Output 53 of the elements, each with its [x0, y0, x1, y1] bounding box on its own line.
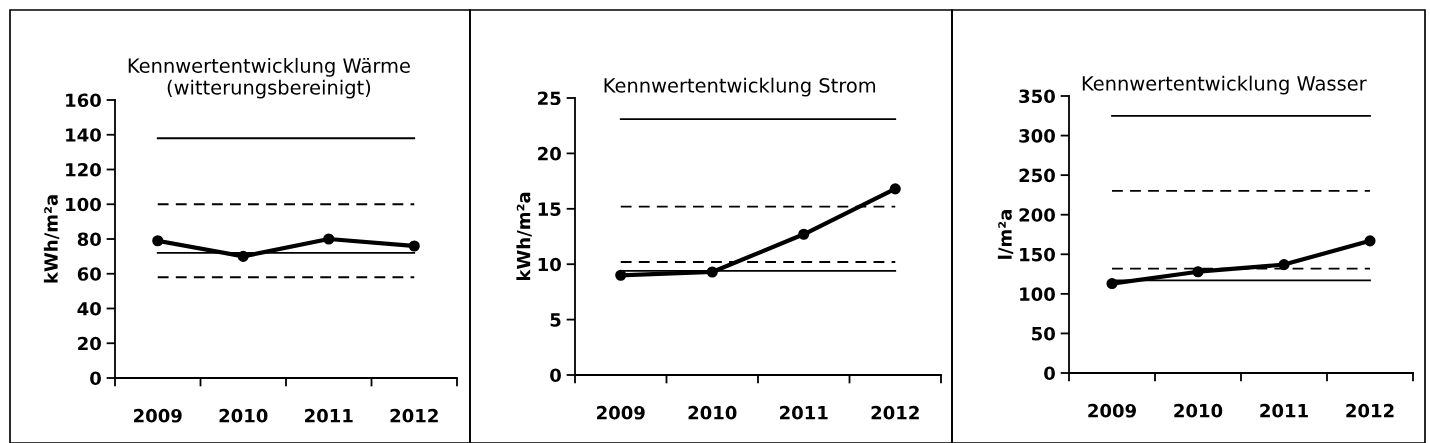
- y-tick-label: 150: [1020, 247, 1055, 262]
- x-tick-label: 2011: [305, 408, 353, 423]
- y-tick-label: 10: [538, 257, 561, 272]
- x-tick-label: 2009: [1088, 403, 1136, 418]
- y-tick-label: 250: [1019, 168, 1055, 183]
- x-tick-label: 2012: [1346, 403, 1394, 418]
- y-tick-label: 0: [1044, 366, 1055, 381]
- y-tick-label: 15: [538, 202, 561, 216]
- chart-title: Kennwertentwicklung Wasser: [1082, 75, 1367, 95]
- y-tick-label: 120: [66, 162, 101, 177]
- point: [798, 228, 810, 240]
- point: [1278, 259, 1290, 271]
- point: [323, 233, 335, 245]
- y-tick-label: 160: [66, 93, 101, 108]
- y-tick-label: 300: [1019, 129, 1055, 143]
- y-tick-label: 100: [1020, 287, 1055, 301]
- y-tick-label: 80: [77, 232, 101, 247]
- chart-title: Kennwertentwicklung Wärme (witterungsbereinigt): [128, 57, 410, 99]
- x-tick-label: 2010: [1174, 403, 1223, 418]
- x-tick-label: 2011: [1260, 403, 1308, 418]
- y-tick-label: 5: [550, 313, 561, 327]
- y-tick-label: 60: [77, 267, 101, 281]
- y-tick-label: 100: [66, 197, 101, 212]
- x-tick-label: 2012: [390, 408, 438, 423]
- point: [889, 183, 901, 195]
- x-tick-label: 2010: [688, 405, 737, 420]
- point: [1364, 235, 1376, 247]
- y-tick-label: 20: [78, 336, 101, 351]
- point: [1192, 266, 1204, 278]
- x-tick-label: 2009: [597, 405, 645, 420]
- point: [237, 250, 249, 262]
- point: [152, 235, 164, 247]
- point: [706, 266, 718, 278]
- point: [1106, 278, 1118, 290]
- x-tick-label: 2010: [219, 408, 268, 423]
- y-tick-label: 20: [538, 146, 561, 161]
- y-tick-label: 140: [66, 128, 101, 142]
- y-axis-title: kWh/m²a: [43, 195, 60, 283]
- y-tick-label: 40: [77, 301, 101, 316]
- point: [408, 240, 420, 252]
- chart-title: Kennwertentwicklung Strom: [604, 77, 876, 97]
- y-axis-title: kWh/m²a: [516, 192, 532, 281]
- y-tick-label: 200: [1019, 208, 1055, 222]
- y-tick-label: 25: [538, 91, 561, 106]
- y-axis-title: l/m²a: [997, 210, 1014, 259]
- y-tick-label: 0: [550, 368, 561, 383]
- x-tick-label: 2009: [134, 408, 182, 423]
- x-tick-label: 2011: [780, 405, 828, 420]
- point: [615, 269, 627, 281]
- y-tick-label: 50: [1032, 326, 1055, 341]
- y-tick-label: 0: [90, 371, 101, 386]
- x-tick-label: 2012: [871, 405, 919, 420]
- y-tick-label: 350: [1019, 89, 1055, 104]
